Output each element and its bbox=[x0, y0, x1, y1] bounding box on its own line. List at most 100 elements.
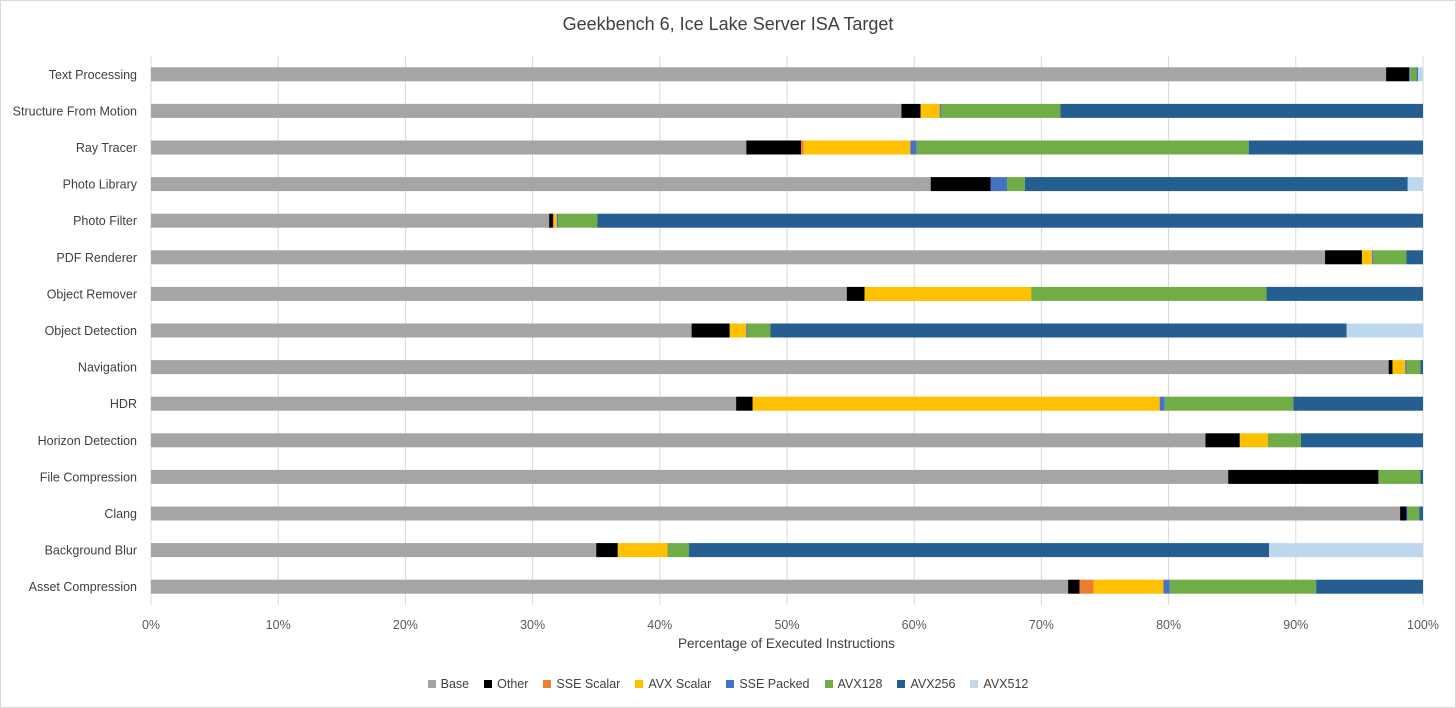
bar-segment-avx256 bbox=[1420, 360, 1423, 375]
bar-segment-other bbox=[1068, 579, 1080, 594]
x-tick-label: 80% bbox=[1156, 618, 1181, 632]
bar-segment-base bbox=[151, 250, 1326, 265]
bar-segment-other bbox=[1325, 250, 1362, 265]
legend-item: Other bbox=[484, 677, 528, 691]
bar-segment-avx128 bbox=[940, 103, 1061, 118]
bar-segment-avx512 bbox=[1417, 67, 1423, 82]
x-tick-label: 20% bbox=[393, 618, 418, 632]
category-label: Photo Filter bbox=[73, 214, 137, 228]
bar-segment-sse-scalar bbox=[800, 140, 804, 155]
bar-segment-avx256 bbox=[1416, 67, 1418, 82]
x-tick-labels: 0% 10% 20% 30% 40% 50% 60% 70% 80% 90% 100% bbox=[142, 618, 1439, 632]
bar-segment-avx-scalar bbox=[864, 286, 1032, 301]
legend-swatch bbox=[824, 680, 833, 688]
category-label: Asset Compression bbox=[29, 580, 137, 594]
x-tick-label: 30% bbox=[520, 618, 545, 632]
bar-segment-avx128 bbox=[1007, 177, 1025, 192]
category-label: File Compression bbox=[40, 470, 137, 484]
bar-segment-avx512 bbox=[1407, 177, 1423, 192]
legend-label: Other bbox=[497, 677, 529, 691]
chart-title: Geekbench 6, Ice Lake Server ISA Target bbox=[562, 14, 894, 34]
bar-segment-avx512 bbox=[1346, 323, 1423, 338]
bar-segment-other bbox=[1386, 67, 1410, 82]
x-tick-label: 60% bbox=[902, 618, 927, 632]
bar-segment-sse-packed bbox=[1159, 396, 1165, 411]
bar-segment-other bbox=[549, 213, 553, 228]
legend-item: AVX512 bbox=[970, 677, 1028, 691]
bar-segment-avx-scalar bbox=[1093, 579, 1164, 594]
bar-segment-avx128 bbox=[1267, 433, 1301, 448]
bar-segment-avx128 bbox=[1378, 469, 1421, 484]
bar-segment-sse-packed bbox=[556, 213, 559, 228]
bar-segment-base bbox=[151, 360, 1389, 375]
bar-segment-avx256 bbox=[1406, 250, 1423, 265]
bar-segment-base bbox=[151, 323, 692, 338]
legend-label: AVX Scalar bbox=[648, 677, 712, 691]
bar-segment-base bbox=[151, 140, 747, 155]
category-label: Navigation bbox=[78, 361, 137, 375]
x-tick-label: 70% bbox=[1029, 618, 1054, 632]
bar-segment-avx256 bbox=[1248, 140, 1423, 155]
bar-segment-base bbox=[151, 213, 550, 228]
bar-segment-avx256 bbox=[1024, 177, 1408, 192]
category-label: Text Processing bbox=[49, 68, 137, 82]
bar-segment-avx-scalar bbox=[1392, 360, 1406, 375]
legend-label: SSE Scalar bbox=[556, 677, 621, 691]
bar-segment-avx-scalar bbox=[729, 323, 747, 338]
bar-segment-other bbox=[846, 286, 865, 301]
bar-segment-avx-scalar bbox=[554, 213, 557, 228]
bar-segment-sse-packed bbox=[1405, 360, 1407, 375]
bar-segment-avx128 bbox=[1373, 250, 1407, 265]
legend-swatch bbox=[726, 680, 735, 688]
bar-segment-base bbox=[151, 177, 931, 192]
bar-segment-other bbox=[736, 396, 753, 411]
bar-segment-avx-scalar bbox=[1239, 433, 1268, 448]
bar-segment-avx256 bbox=[597, 213, 1423, 228]
x-axis-title: Percentage of Executed Instructions bbox=[678, 636, 895, 651]
bar-segment-other bbox=[930, 177, 991, 192]
bar-segment-base bbox=[151, 579, 1069, 594]
category-label: Horizon Detection bbox=[38, 434, 137, 448]
bar-segment-avx256 bbox=[1300, 433, 1423, 448]
bar-segment-avx128 bbox=[1410, 67, 1417, 82]
bar-segment-avx128 bbox=[1406, 360, 1421, 375]
bar-segment-base bbox=[151, 469, 1229, 484]
bar-segment-avx-scalar bbox=[752, 396, 1160, 411]
bar-segment-other bbox=[596, 543, 618, 558]
bar-segment-other bbox=[746, 140, 801, 155]
legend: Base Other SSE Scalar AVX Scalar SSE Packed A… bbox=[0, 677, 1456, 691]
bar-segment-avx128 bbox=[667, 543, 690, 558]
legend-item: AVX128 bbox=[824, 677, 882, 691]
legend-label: Base bbox=[440, 677, 470, 691]
legend-swatch bbox=[970, 680, 979, 688]
category-label: Photo Library bbox=[63, 178, 138, 192]
bar-segment-other bbox=[1400, 506, 1407, 521]
legend-label: SSE Packed bbox=[739, 677, 810, 691]
bar-segment-avx128 bbox=[1169, 579, 1317, 594]
bar-segment-avx128 bbox=[747, 323, 771, 338]
bar-segment-avx-scalar bbox=[1361, 250, 1373, 265]
legend-swatch bbox=[635, 680, 644, 688]
bars bbox=[151, 67, 1423, 594]
legend-swatch bbox=[427, 680, 436, 688]
bar-segment-base bbox=[151, 433, 1206, 448]
category-label: HDR bbox=[110, 397, 137, 411]
legend-item: AVX256 bbox=[897, 677, 955, 691]
bar-segment-base bbox=[151, 103, 902, 118]
legend-item: SSE Scalar bbox=[543, 677, 620, 691]
category-label: Structure From Motion bbox=[13, 104, 137, 118]
legend-swatch bbox=[543, 680, 552, 688]
x-tick-label: 100% bbox=[1407, 618, 1439, 632]
bar-segment-sse-packed bbox=[1372, 250, 1374, 265]
category-labels: Text Processing Structure From Motion Ray … bbox=[13, 68, 138, 594]
x-tick-label: 90% bbox=[1283, 618, 1308, 632]
category-label: Clang bbox=[104, 507, 137, 521]
bar-segment-sse-packed bbox=[1163, 579, 1170, 594]
x-tick-label: 50% bbox=[774, 618, 799, 632]
bar-segment-base bbox=[151, 286, 847, 301]
bar-segment-base bbox=[151, 506, 1401, 521]
bar-segment-avx128 bbox=[1407, 506, 1420, 521]
bar-segment-sse-packed bbox=[910, 140, 917, 155]
bar-segment-other bbox=[1228, 469, 1379, 484]
x-tick-label: 0% bbox=[142, 618, 160, 632]
